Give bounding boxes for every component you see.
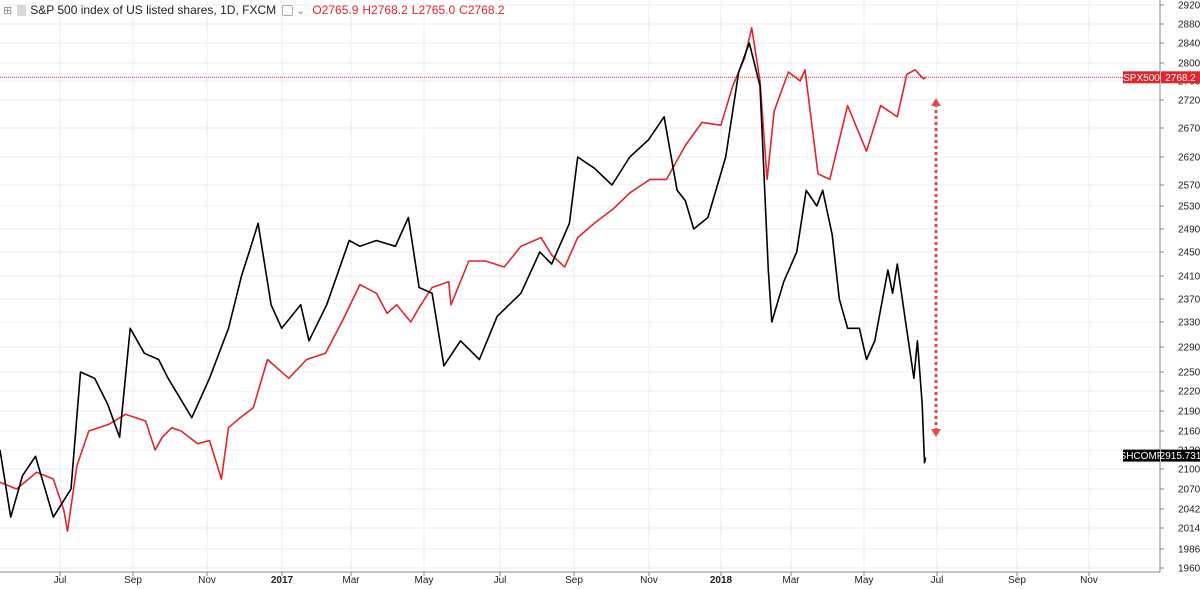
collapse-icon[interactable]: ⊞ [3,4,13,17]
divergence-arrow-head-top [931,98,941,106]
settings-icon[interactable] [282,4,294,16]
legend-title: S&P 500 index of US listed shares, 1D, F… [30,3,277,17]
shcomp-name-text: SHCOMP [1120,451,1164,462]
series-line-shcomp [0,42,927,518]
x-tick-label: 2018 [710,575,733,586]
y-tick-label: 2160.0 [1178,427,1200,438]
x-tick-label: May [855,575,874,586]
y-tick-label: 2410.0 [1178,272,1200,283]
y-tick-label: 2190.0 [1178,407,1200,418]
high-label: H [362,3,372,17]
y-tick-label: 2490.0 [1178,225,1200,236]
x-tick-label: Mar [782,575,800,586]
spx500-value-text: 2768.2 [1165,73,1196,84]
y-tick-label: 2620.0 [1178,153,1200,164]
x-tick-label: Mar [342,575,360,586]
shcomp-name-tag [1123,449,1160,462]
x-tick-label: Sep [1008,575,1026,586]
x-tick-label: Nov [1080,575,1098,586]
y-tick-label: 2450.0 [1178,248,1200,259]
x-tick-label: Jul [54,575,67,586]
y-tick-label: 2290.0 [1178,343,1200,354]
close-label: C [459,3,468,17]
y-tick-label: 2250.0 [1178,368,1200,379]
ohlc-high: H2768.2 [362,3,407,17]
x-tick-label: Jul [494,575,507,586]
shcomp-value-tag [1161,449,1200,462]
close-value: 2768.2 [467,3,505,17]
spx500-value-tag [1161,71,1200,84]
low-value: 2765.0 [418,3,456,17]
y-tick-label: 2014.0 [1178,524,1200,535]
y-tick-label: 2800.0 [1178,59,1200,70]
ohlc-close: C2768.2 [459,3,504,17]
y-tick-label: 2840.0 [1178,39,1200,50]
y-tick-label: 2670.0 [1178,124,1200,135]
y-tick-label: 2530.0 [1178,202,1200,213]
spx500-name-tag [1123,71,1160,84]
y-tick-label: 1986.5 [1178,545,1200,556]
symbol-color-icon [17,4,27,16]
y-tick-label: 1960.5 [1178,564,1200,575]
y-tick-label: 2720.0 [1178,96,1200,107]
x-tick-label: Nov [640,575,658,586]
ohlc-open: O2765.9 [312,3,358,17]
y-tick-label: 2880.0 [1178,20,1200,31]
x-tick-label: Sep [565,575,583,586]
series-line-spx500 [0,26,927,532]
divergence-arrow-head-bottom [931,429,941,437]
y-tick-label: 2220.0 [1178,387,1200,398]
y-tick-label: 2100.0 [1178,465,1200,476]
open-value: 2765.9 [321,3,359,17]
y-tick-label: 2920.0 [1178,1,1200,12]
y-tick-label: 2330.0 [1178,318,1200,329]
y-tick-label: 2570.0 [1178,181,1200,192]
shcomp-value-text: 2915.731 [1160,451,1200,462]
x-tick-label: Nov [198,575,216,586]
y-tick-label: 2370.0 [1178,295,1200,306]
spx500-name-text: SPX500 [1123,73,1160,84]
low-label: L [411,3,419,17]
open-label: O [312,3,322,17]
ohlc-low: L2765.0 [412,3,455,17]
high-value: 2768.2 [371,3,408,17]
dropdown-icon[interactable]: ⌄ [296,4,306,17]
y-tick-label: 2042.0 [1178,505,1200,516]
legend-bar: ⊞ S&P 500 index of US listed shares, 1D,… [0,0,505,20]
x-tick-label: Jul [931,575,944,586]
x-tick-label: Sep [124,575,142,586]
x-tick-label: 2017 [271,575,294,586]
y-tick-label: 2070.0 [1178,485,1200,496]
x-tick-label: May [415,575,434,586]
